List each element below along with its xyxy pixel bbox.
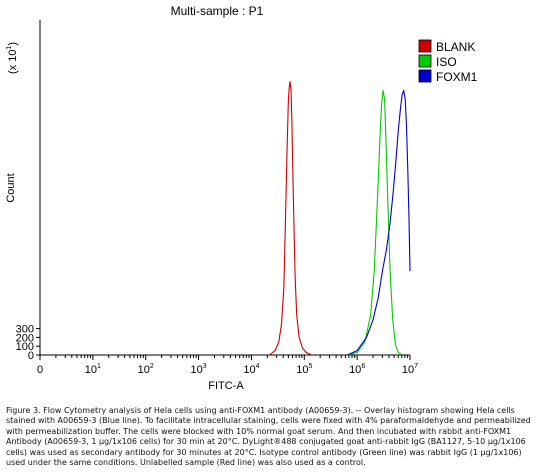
x-tick-base: 10 <box>190 364 202 376</box>
x-tick-label: 104 <box>243 363 259 376</box>
x-tick-base: 10 <box>296 364 308 376</box>
x-tick-exponent: 1 <box>97 363 101 370</box>
x-tick-base: 10 <box>138 364 150 376</box>
chart-title: Multi-sample : P1 <box>171 4 264 18</box>
x-tick-label: 101 <box>85 363 101 376</box>
x-tick-label: 106 <box>349 363 365 376</box>
x-tick-base: 0 <box>37 364 43 376</box>
x-axis-ticks: 0 101 102 103 104 105 106 107 <box>37 355 418 376</box>
x-tick-base: 10 <box>402 364 414 376</box>
x-tick-label: 0 <box>37 364 43 376</box>
x-tick-exponent: 4 <box>256 363 260 370</box>
legend-swatch-iso <box>418 54 432 68</box>
y-multiplier-exp: 1 <box>6 46 13 50</box>
figure-caption: Figure 3. Flow Cytometry analysis of Hel… <box>6 406 531 468</box>
x-axis-label: FITC-A <box>208 380 244 392</box>
x-tick-base: 10 <box>85 364 97 376</box>
legend-label: FOXM1 <box>436 70 478 84</box>
y-tick-label: 0 <box>28 350 34 362</box>
series-line-iso <box>348 89 403 356</box>
x-tick-label: 107 <box>402 363 418 376</box>
y-tick-label: 200 <box>16 332 34 344</box>
x-tick-exponent: 5 <box>308 363 312 370</box>
legend-label: BLANK <box>436 40 475 54</box>
y-axis-multiplier: (x 101) <box>6 42 19 74</box>
x-tick-base: 10 <box>243 364 255 376</box>
series-line-blank <box>269 81 313 356</box>
x-tick-exponent: 3 <box>203 363 207 370</box>
legend-label: ISO <box>436 55 457 69</box>
y-tick-label: 100 <box>16 341 34 353</box>
x-tick-exponent: 7 <box>414 363 418 370</box>
x-tick-base: 10 <box>349 364 361 376</box>
x-tick-exponent: 2 <box>150 363 154 370</box>
x-tick-label: 103 <box>190 363 206 376</box>
x-tick-label: 102 <box>138 363 154 376</box>
y-multiplier-label: (x 10 <box>7 50 19 74</box>
y-axis-label: Count <box>5 173 17 202</box>
series-layer <box>269 81 411 356</box>
x-tick-label: 105 <box>296 363 312 376</box>
x-tick-exponent: 6 <box>361 363 365 370</box>
legend-swatch-blank <box>418 39 432 53</box>
y-multiplier-close: ) <box>7 42 19 46</box>
y-tick-label: 300 <box>16 324 34 336</box>
legend-swatch-foxm1 <box>418 69 432 83</box>
series-line-foxm1 <box>347 89 411 356</box>
plot-frame <box>39 20 410 356</box>
